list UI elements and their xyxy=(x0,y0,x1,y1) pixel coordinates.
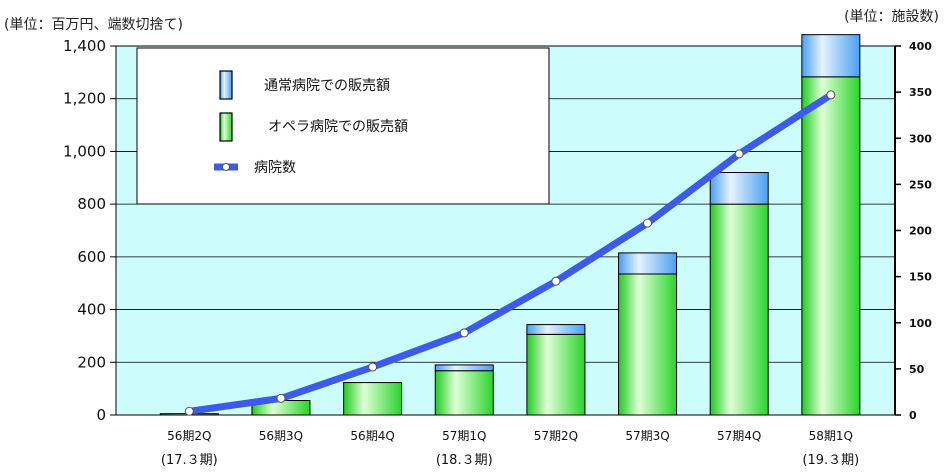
x-tick-label: 57期3Q xyxy=(625,429,669,443)
x-tick-label: 56期2Q xyxy=(167,429,211,443)
bar-normal-hospital xyxy=(709,172,769,205)
point-hospital-count xyxy=(368,362,378,372)
y-left-tick-label: 1,000 xyxy=(63,142,106,160)
bar-normal-hospital xyxy=(618,252,678,275)
legend-marker-hospital-count xyxy=(222,163,230,171)
line-hospital-count xyxy=(185,91,835,415)
legend-swatch-normal-hospital xyxy=(219,70,233,100)
legend-box xyxy=(136,47,550,205)
point-hospital-count xyxy=(459,328,469,338)
bar-normal-hospital xyxy=(434,364,494,372)
bar-normal-hospital xyxy=(801,34,861,78)
legend-label-opera-hospital: オペラ病院での販売額 xyxy=(268,119,408,135)
y-right-tick-label: 400 xyxy=(909,40,932,53)
point-hospital-count xyxy=(551,276,561,286)
legend-swatch-opera-hospital xyxy=(219,112,233,142)
y-left-tick-label: 0 xyxy=(96,406,106,424)
bar-opera-hospital xyxy=(801,76,861,416)
y-right-tick-label: 150 xyxy=(909,271,932,284)
y-right-tick-label: 50 xyxy=(909,363,925,376)
bar-opera-hospital xyxy=(526,333,586,416)
x-tick-label: 58期1Q xyxy=(809,429,853,443)
y-left-tick-label: 1,200 xyxy=(63,90,106,108)
y-left-tick-label: 800 xyxy=(77,195,106,213)
bar-opera-hospital xyxy=(618,273,678,416)
legend-label-normal-hospital: 通常病院での販売額 xyxy=(264,78,390,94)
y-left-tick-label: 600 xyxy=(77,248,106,266)
x-tick-label: 57期4Q xyxy=(717,429,761,443)
fiscal-period-label: (17.３期) xyxy=(161,453,218,468)
point-hospital-count xyxy=(184,406,194,416)
y-right-tick-label: 0 xyxy=(909,409,917,422)
x-tick-label: 57期2Q xyxy=(534,429,578,443)
y-left-tick-label: 1,400 xyxy=(63,37,106,55)
left-axis-unit-label: (単位：百万円、端数切捨て) xyxy=(4,17,183,33)
x-tick-label: 56期4Q xyxy=(350,429,394,443)
bar-opera-hospital xyxy=(709,203,769,416)
bar-opera-hospital xyxy=(343,382,403,416)
y-right-tick-label: 200 xyxy=(909,225,932,238)
legend: 通常病院での販売額 オペラ病院での販売額 病院数 xyxy=(136,47,550,205)
point-hospital-count xyxy=(826,90,836,100)
point-hospital-count xyxy=(734,149,744,159)
x-tick-label: 57期1Q xyxy=(442,429,486,443)
fiscal-period-label: (18.３期) xyxy=(436,453,493,468)
right-axis-unit-label: (単位：施設数) xyxy=(844,9,939,25)
y-right-tick-label: 100 xyxy=(909,317,932,330)
legend-label-hospital-count: 病院数 xyxy=(254,160,296,176)
y-left-tick-label: 400 xyxy=(77,301,106,319)
x-tick-label: 56期3Q xyxy=(259,429,303,443)
fiscal-period-label: (19.３期) xyxy=(802,453,859,468)
y-right-tick-label: 350 xyxy=(909,86,932,99)
y-right-tick-label: 250 xyxy=(909,178,932,191)
point-hospital-count xyxy=(643,218,653,228)
bar-normal-hospital xyxy=(526,324,586,335)
point-hospital-count xyxy=(276,393,286,403)
y-left-tick-label: 200 xyxy=(77,353,106,371)
y-right-tick-label: 300 xyxy=(909,132,932,145)
bar-opera-hospital xyxy=(434,370,494,416)
